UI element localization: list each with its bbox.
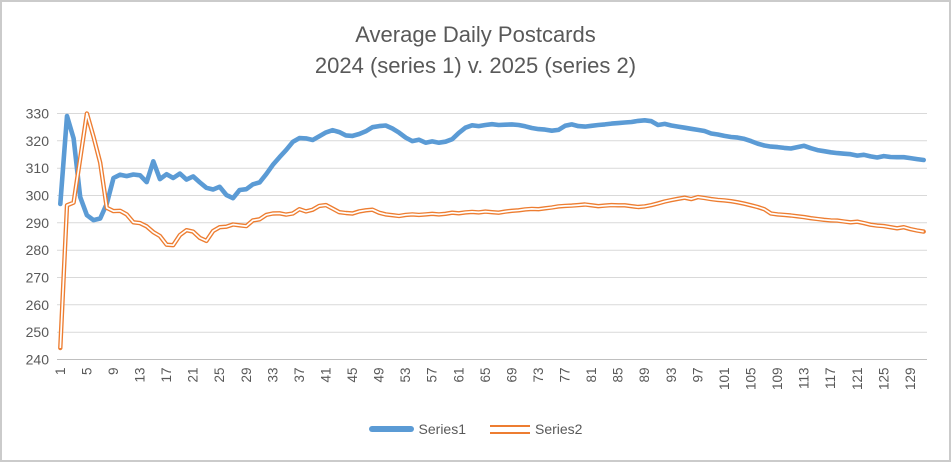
x-axis-tick-label: 45 bbox=[345, 368, 360, 383]
x-axis-tick-label: 101 bbox=[717, 368, 732, 391]
x-axis-tick-label: 121 bbox=[850, 368, 865, 391]
x-axis-tick-label: 77 bbox=[558, 368, 573, 383]
x-axis-tick-label: 1 bbox=[53, 368, 68, 376]
x-axis-tick-label: 117 bbox=[823, 368, 838, 390]
legend-label-series1: Series1 bbox=[418, 421, 466, 437]
x-axis-tick-label: 125 bbox=[876, 368, 891, 391]
y-axis-tick-label: 270 bbox=[26, 270, 50, 286]
y-axis-tick-label: 330 bbox=[26, 106, 50, 122]
x-axis-tick-label: 33 bbox=[265, 368, 280, 383]
x-axis-tick-label: 73 bbox=[531, 368, 546, 383]
y-axis-tick-label: 290 bbox=[26, 215, 50, 231]
legend-item-series1[interactable]: Series1 bbox=[368, 421, 466, 437]
series2-line-swatch bbox=[490, 424, 530, 434]
x-axis-tick-label: 57 bbox=[425, 368, 440, 383]
x-axis-tick-label: 69 bbox=[504, 368, 519, 383]
y-axis-tick-label: 310 bbox=[26, 160, 50, 176]
x-axis-tick-label: 97 bbox=[690, 368, 705, 383]
chart-title: Average Daily Postcards bbox=[355, 22, 596, 47]
x-axis-tick-label: 9 bbox=[106, 368, 121, 376]
x-axis-tick-label: 49 bbox=[372, 368, 387, 383]
y-axis-tick-label: 240 bbox=[26, 352, 50, 368]
legend-label-series2: Series2 bbox=[535, 421, 583, 437]
y-axis-tick-label: 280 bbox=[26, 242, 50, 258]
x-axis-tick-label: 41 bbox=[319, 368, 334, 383]
series1-line-swatch bbox=[368, 426, 414, 432]
series2-line-inner-stripe bbox=[59, 112, 924, 349]
x-axis-tick-label: 65 bbox=[478, 368, 493, 383]
x-axis-tick-label: 93 bbox=[664, 368, 679, 383]
x-axis-tick-label: 21 bbox=[186, 368, 201, 383]
x-axis-tick-label: 17 bbox=[159, 368, 174, 383]
x-axis-tick-label: 81 bbox=[584, 368, 599, 383]
y-axis-tick-label: 250 bbox=[26, 324, 50, 340]
chart-title-block: Average Daily Postcards 2024 (series 1) … bbox=[2, 19, 949, 81]
legend-item-series2[interactable]: Series2 bbox=[490, 421, 582, 437]
x-axis-tick-label: 25 bbox=[212, 368, 227, 383]
x-axis-tick-label: 129 bbox=[903, 368, 918, 391]
y-axis-tick-label: 320 bbox=[26, 133, 50, 149]
x-axis-tick-label: 53 bbox=[398, 368, 413, 383]
x-axis-tick-label: 109 bbox=[770, 368, 785, 391]
series1-line[interactable] bbox=[57, 113, 927, 223]
x-axis-tick-label: 37 bbox=[292, 368, 307, 383]
x-axis-tick-label: 61 bbox=[451, 368, 466, 383]
x-axis-tick-label: 105 bbox=[744, 368, 759, 391]
y-axis-tick-label: 300 bbox=[26, 188, 50, 204]
x-axis-tick-label: 13 bbox=[133, 368, 148, 383]
legend: Series1 Series2 bbox=[2, 421, 949, 437]
x-axis-tick-label: 89 bbox=[637, 368, 652, 383]
x-axis-tick-label: 113 bbox=[797, 368, 812, 390]
x-axis-tick-label: 5 bbox=[79, 368, 94, 376]
x-axis-tick-label: 85 bbox=[611, 368, 626, 383]
y-axis-tick-label: 260 bbox=[26, 297, 50, 313]
x-axis-tick-label: 29 bbox=[239, 368, 254, 383]
chart-subtitle: 2024 (series 1) v. 2025 (series 2) bbox=[314, 53, 637, 78]
